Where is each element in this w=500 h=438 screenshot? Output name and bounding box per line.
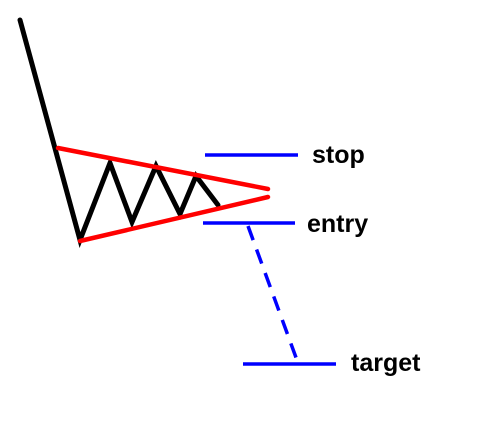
target-projection-dashed-line bbox=[246, 225, 300, 364]
target-label: target bbox=[351, 349, 421, 377]
entry-label: entry bbox=[307, 210, 368, 238]
stop-label: stop bbox=[312, 141, 365, 169]
upper-trendline bbox=[55, 145, 271, 192]
price-line bbox=[17, 17, 221, 248]
lower-trendline bbox=[77, 194, 271, 244]
